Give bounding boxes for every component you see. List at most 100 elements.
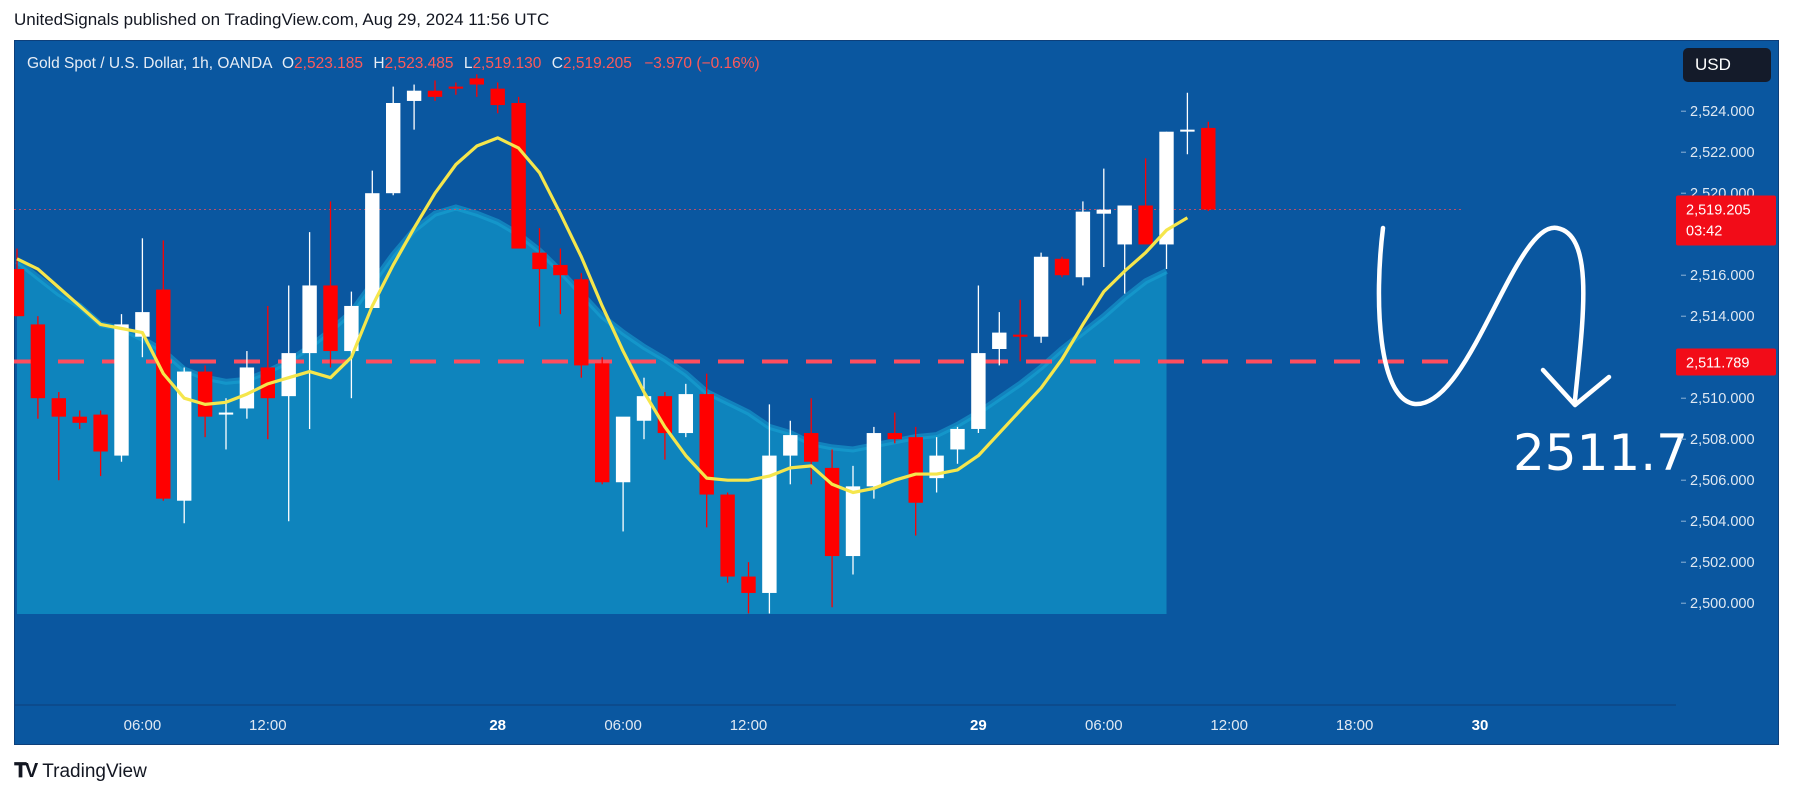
candle-body (218, 412, 234, 415)
candle-body (14, 269, 25, 317)
low-label: L (463, 55, 473, 72)
candle-body (1054, 258, 1070, 276)
forecast-arrow-path (1376, 225, 1586, 407)
symbol-header: Gold Spot / U.S. Dollar, 1h, OANDA O2,52… (27, 55, 760, 73)
candle-body (1013, 334, 1028, 337)
candle-body (824, 467, 840, 557)
candle-body (741, 576, 756, 593)
candle-body (971, 353, 986, 429)
candle-body (887, 433, 902, 440)
candle-body (51, 398, 66, 417)
candle-body (406, 90, 422, 101)
candle-body (783, 435, 798, 456)
candle-body (720, 494, 735, 577)
candle-body (1180, 129, 1195, 132)
candle-body (678, 394, 693, 434)
level-price-label: 2,511.789 (1686, 356, 1749, 372)
candle-body (1075, 211, 1091, 278)
candle-body (1138, 205, 1153, 245)
close-label: C (551, 55, 563, 72)
candle-body (448, 86, 464, 89)
candle-body (511, 103, 526, 249)
open-value: 2,523.185 (294, 55, 364, 72)
candle-body (323, 285, 338, 352)
level-price-tag (1676, 348, 1776, 376)
candle-body (950, 428, 965, 450)
candle-body (156, 289, 171, 499)
candle-body (992, 332, 1007, 349)
candle-body (344, 305, 359, 352)
candle-body (386, 103, 401, 194)
target-price-text: 2511.7 (1513, 424, 1688, 482)
candle-body (114, 324, 129, 456)
candle-body (1117, 205, 1132, 245)
forecast-arrowhead (1540, 367, 1612, 408)
annotation-layer: 2511.7 (1376, 225, 1688, 482)
current-price-label: 2,519.205 (1686, 202, 1751, 218)
candle-body (845, 486, 861, 557)
moving-average-line (16, 136, 1189, 495)
x-tick-label: 06:00 (604, 717, 642, 734)
candle-body (93, 414, 108, 452)
currency-button[interactable]: USD (1683, 48, 1771, 82)
change-value: −3.970 (−0.16%) (644, 55, 760, 72)
candle-body (1033, 256, 1049, 337)
candle-body (532, 252, 547, 270)
high-label: H (373, 55, 385, 72)
y-tick-label: 2,522.000 (1690, 145, 1755, 161)
candle-body (490, 88, 505, 106)
y-tick-label: 2,508.000 (1690, 432, 1755, 448)
candle-body (469, 78, 484, 85)
high-value: 2,523.485 (384, 55, 454, 72)
candle-body (302, 285, 317, 354)
candle-body (365, 193, 380, 308)
candle-body (1096, 209, 1111, 214)
x-tick-label: 18:00 (1336, 717, 1374, 734)
candle-body (281, 353, 296, 397)
publisher-line: UnitedSignals published on TradingView.c… (14, 10, 550, 29)
y-tick-label: 2,502.000 (1690, 555, 1755, 571)
y-tick-label: 2,514.000 (1690, 309, 1755, 325)
candle-body (574, 279, 589, 366)
ma-band-area (17, 207, 1167, 615)
countdown-label: 03:42 (1686, 223, 1722, 239)
symbol-name: Gold Spot / U.S. Dollar, 1h, OANDA (27, 55, 272, 72)
candle-body (72, 416, 87, 423)
y-tick-label: 2,500.000 (1690, 596, 1755, 612)
y-tick-label: 2,506.000 (1690, 473, 1755, 489)
candle-body (30, 324, 46, 399)
candle-body (908, 437, 923, 503)
level-lines-layer (14, 208, 1462, 364)
candle-body (1159, 131, 1174, 245)
x-tick-label: 30 (1472, 717, 1489, 734)
x-tick-label: 06:00 (1085, 717, 1123, 734)
x-tick-label: 12:00 (249, 717, 287, 734)
open-label: O (281, 55, 295, 72)
candle-body (427, 90, 443, 97)
x-tick-label: 28 (489, 717, 506, 734)
x-tick-label: 7 (2, 717, 10, 734)
low-value: 2,519.130 (472, 55, 542, 72)
tradingview-brand: TradingView (42, 760, 147, 782)
candle-body (239, 367, 255, 409)
close-value: 2,519.205 (562, 55, 632, 72)
x-tick-label: 12:00 (730, 717, 768, 734)
axes-layer: 2,500.000 2,502.000 2,504.000 2,506.000 2,50… (2, 104, 1776, 734)
y-tick-label: 2,510.000 (1690, 391, 1755, 407)
x-tick-label: 29 (970, 717, 987, 734)
y-tick-label: 2,524.000 (1690, 104, 1755, 120)
tradingview-logo[interactable]: 𝐓V TradingView (14, 760, 147, 783)
candle-body (553, 264, 568, 276)
y-tick-label: 2,516.000 (1690, 268, 1755, 284)
y-tick-label: 2,504.000 (1690, 514, 1755, 530)
candle-body (804, 433, 819, 462)
x-tick-label: 12:00 (1210, 717, 1248, 734)
candle-body (636, 396, 652, 421)
current-price-tag (1676, 195, 1776, 246)
candle-body (197, 371, 213, 417)
candle-body (1201, 127, 1216, 210)
candle-body (762, 455, 777, 593)
moving-average-layer (16, 136, 1189, 495)
candle-body (615, 416, 631, 483)
